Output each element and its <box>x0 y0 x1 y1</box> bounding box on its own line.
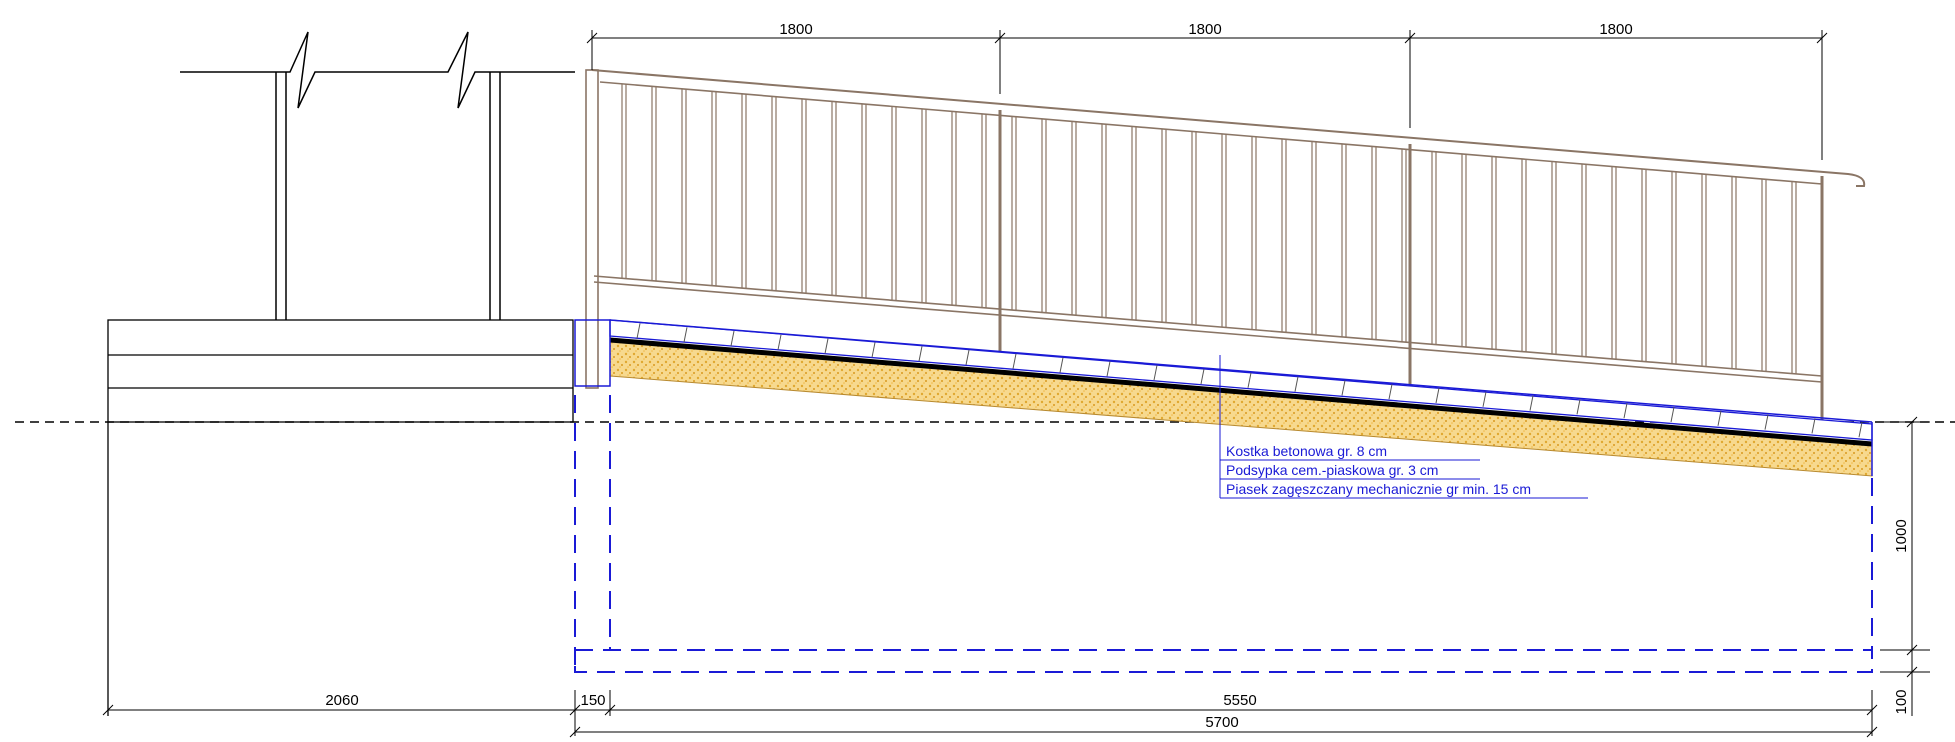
layer-label-3: Piasek zagęszczany mechanicznie gr min. … <box>1226 481 1531 497</box>
dim-footing: 100 <box>1893 689 1910 714</box>
paver-joint <box>1012 353 1017 369</box>
layer-annotation <box>1219 355 1588 499</box>
dim-top-3: 1800 <box>1599 21 1632 38</box>
dashed-foundation <box>574 395 1873 673</box>
paver-joint <box>1106 361 1111 377</box>
paver-joint <box>1717 410 1722 426</box>
paver-joint <box>965 349 970 366</box>
paver-joints <box>636 323 1863 438</box>
paver-joint <box>824 338 829 354</box>
railing-balusters <box>621 83 1797 374</box>
dim-ramp-run: 5550 <box>1223 692 1256 709</box>
dim-landing: 2060 <box>325 692 358 709</box>
paver-joint <box>1153 365 1158 381</box>
ramp-outline <box>574 319 1873 476</box>
right-dimension-line <box>1880 416 1930 716</box>
paver-joint <box>1623 403 1628 419</box>
layer-label-2: Podsypka cem.-piaskowa gr. 3 cm <box>1226 462 1438 478</box>
paver-joint <box>918 346 923 362</box>
railing <box>585 69 1866 420</box>
paver-joint <box>1247 372 1252 388</box>
paver-joint <box>1482 391 1487 407</box>
layer-label-1: Kostka betonowa gr. 8 cm <box>1226 443 1387 459</box>
paver-joint <box>1294 376 1299 392</box>
paver-joint <box>1811 418 1816 434</box>
paver-joint <box>683 327 688 343</box>
paver-joint <box>1200 368 1205 385</box>
paver-joint <box>1435 387 1440 404</box>
paver-joint <box>1059 357 1064 373</box>
dim-total: 5700 <box>1205 714 1238 731</box>
bottom-dimension-lines <box>102 690 1878 738</box>
paver-joint <box>730 330 735 347</box>
wall-break-lines <box>180 31 575 320</box>
paver-joint <box>636 323 641 339</box>
landing-slab <box>107 319 574 716</box>
paver-joint <box>1388 384 1393 400</box>
paver-joint <box>1764 414 1769 430</box>
paver-joint <box>1341 380 1346 396</box>
paver-joint <box>1670 406 1675 423</box>
dim-wall: 150 <box>580 692 605 709</box>
paver-joint <box>1529 395 1534 411</box>
top-dimension-line <box>586 30 1828 160</box>
dim-top-2: 1800 <box>1188 21 1221 38</box>
paver-joint <box>1858 422 1863 438</box>
paver-joint <box>871 342 876 358</box>
dim-top-1: 1800 <box>779 21 812 38</box>
paver-joint <box>777 334 782 350</box>
paver-joint <box>1576 399 1581 415</box>
dim-foundation-depth: 1000 <box>1893 519 1910 552</box>
